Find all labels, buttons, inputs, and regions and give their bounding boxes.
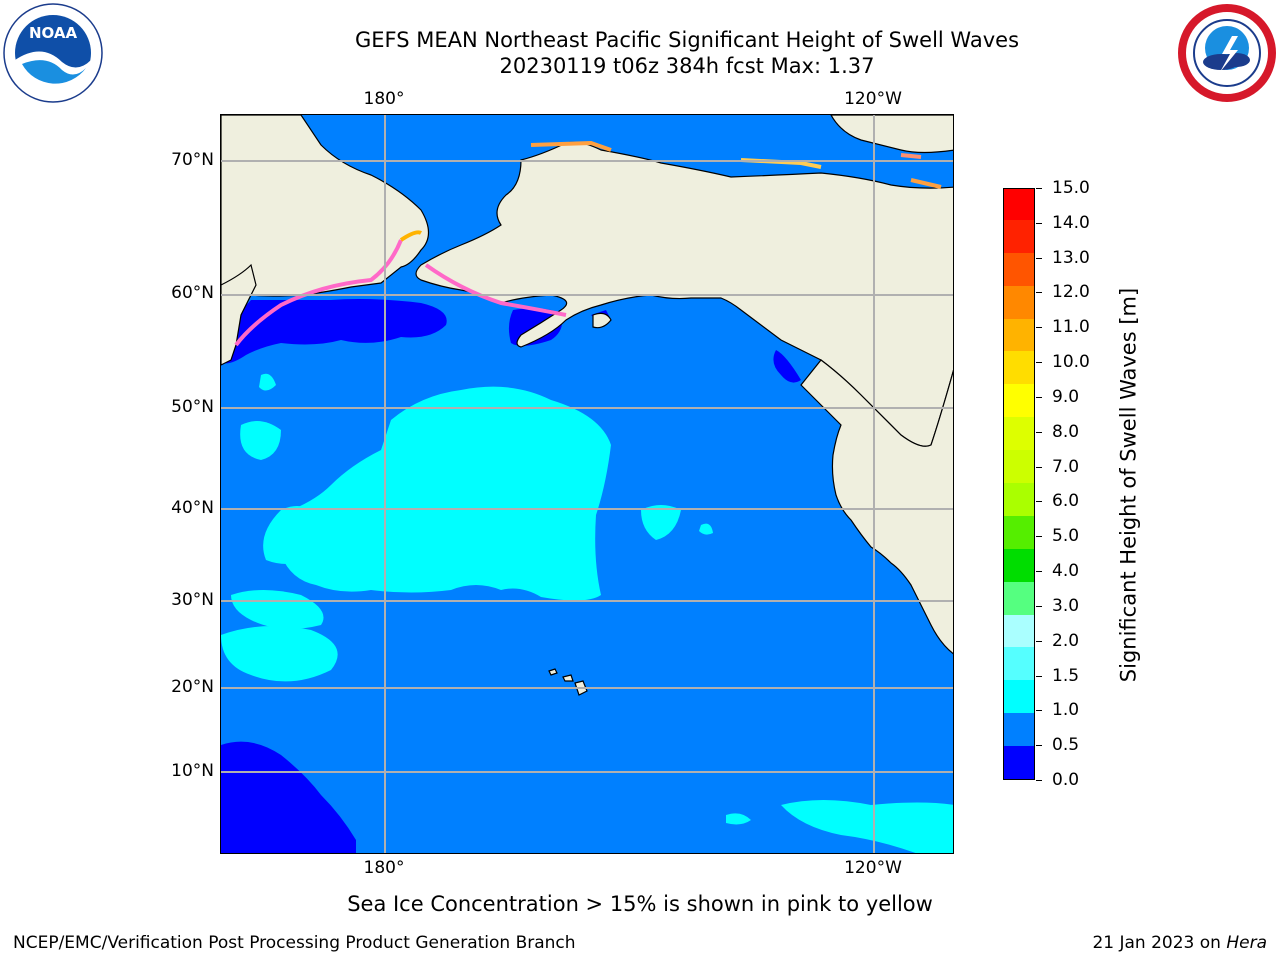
colorbar-tick-mark xyxy=(1036,710,1042,712)
colorbar-segment xyxy=(1004,482,1034,516)
colorbar-tick-mark xyxy=(1036,605,1042,607)
colorbar-tick-label: 9.0 xyxy=(1052,386,1080,407)
colorbar-tick-mark xyxy=(1036,257,1042,259)
colorbar-tick-label: 1.0 xyxy=(1052,700,1080,721)
colorbar-tick-mark xyxy=(1036,396,1042,398)
lat-label-60n: 60°N xyxy=(171,283,214,303)
colorbar-segment xyxy=(1004,350,1034,385)
colorbar-tick-mark xyxy=(1036,362,1042,364)
lat-label-20n: 20°N xyxy=(171,677,214,697)
colorbar-segment xyxy=(1004,712,1034,747)
colorbar-tick-label: 5.0 xyxy=(1052,526,1080,547)
colorbar-tick-label: 4.0 xyxy=(1052,561,1080,582)
colorbar-tick-mark xyxy=(1036,675,1042,677)
colorbar-tick-label: 7.0 xyxy=(1052,456,1080,477)
colorbar-segment xyxy=(1004,383,1034,418)
lat-label-70n: 70°N xyxy=(171,150,214,170)
lat-label-10n: 10°N xyxy=(171,761,214,781)
footer-machine: Hera xyxy=(1226,933,1267,953)
colorbar-tick-label: 12.0 xyxy=(1052,282,1090,303)
sea-ice-edge xyxy=(234,140,942,347)
colorbar-tick-label: 8.0 xyxy=(1052,421,1080,442)
colorbar-segment xyxy=(1004,189,1034,220)
nws-logo xyxy=(1178,4,1276,102)
colorbar-segment xyxy=(1004,745,1034,779)
colorbar-tick-mark xyxy=(1036,745,1042,747)
colorbar-tick-label: 0.0 xyxy=(1052,770,1080,790)
colorbar-tick-mark xyxy=(1036,188,1042,189)
map-graticule xyxy=(221,115,953,853)
sea-ice-note: Sea Ice Concentration > 15% is shown in … xyxy=(347,892,933,916)
colorbar-tick-mark xyxy=(1036,222,1042,224)
colorbar-segment xyxy=(1004,646,1034,681)
colorbar-tick-label: 10.0 xyxy=(1052,352,1090,373)
colorbar-segment xyxy=(1004,252,1034,286)
colorbar-tick-label: 2.0 xyxy=(1052,630,1080,651)
lon-label-bottom-180: 180° xyxy=(363,858,405,878)
colorbar-tick-label: 15.0 xyxy=(1052,178,1090,198)
colorbar-segment xyxy=(1004,416,1034,451)
colorbar-segment xyxy=(1004,679,1034,714)
colorbar-tick-label: 6.0 xyxy=(1052,491,1080,512)
colorbar-segment xyxy=(1004,285,1034,319)
colorbar-tick-label: 14.0 xyxy=(1052,212,1090,233)
colorbar-tick-label: 11.0 xyxy=(1052,317,1090,338)
colorbar-tick-label: 0.5 xyxy=(1052,735,1080,756)
colorbar-segment xyxy=(1004,219,1034,253)
footer-credit: NCEP/EMC/Verification Post Processing Pr… xyxy=(13,933,576,953)
chart-subtitle: 20230119 t06z 384h fcst Max: 1.37 xyxy=(499,54,875,78)
colorbar-tick-mark xyxy=(1036,466,1042,468)
colorbar-segment xyxy=(1004,515,1034,549)
colorbar xyxy=(1003,188,1035,780)
lat-label-40n: 40°N xyxy=(171,498,214,518)
lat-label-50n: 50°N xyxy=(171,397,214,417)
colorbar-segment xyxy=(1004,548,1034,582)
lon-label-top-120w: 120°W xyxy=(844,89,902,109)
lon-label-bottom-120w: 120°W xyxy=(844,858,902,878)
map-panel xyxy=(220,114,954,854)
colorbar-tick-label: 13.0 xyxy=(1052,247,1090,268)
lat-label-30n: 30°N xyxy=(171,590,214,610)
colorbar-tick-mark xyxy=(1036,536,1042,538)
colorbar-tick-mark xyxy=(1036,571,1042,573)
noaa-logo-text: NOAA xyxy=(29,24,78,42)
colorbar-tick-mark xyxy=(1036,640,1042,642)
colorbar-tick-mark xyxy=(1036,327,1042,329)
colorbar-segment xyxy=(1004,318,1034,352)
lon-label-top-180: 180° xyxy=(363,89,405,109)
colorbar-tick-mark xyxy=(1036,292,1042,294)
colorbar-segment xyxy=(1004,581,1034,615)
colorbar-tick-label: 3.0 xyxy=(1052,595,1080,616)
colorbar-title: Significant Height of Swell Waves [m] xyxy=(1116,287,1141,683)
colorbar-segment xyxy=(1004,449,1034,483)
colorbar-segment xyxy=(1004,614,1034,648)
colorbar-tick-label: 1.5 xyxy=(1052,665,1080,686)
footer-date: 21 Jan 2023 on Hera xyxy=(1092,933,1267,953)
noaa-logo: NOAA xyxy=(3,3,103,103)
colorbar-tick-mark xyxy=(1036,780,1042,781)
swell-1-1p5-patches xyxy=(221,373,953,853)
footer-date-text: 21 Jan 2023 on xyxy=(1092,933,1227,953)
colorbar-tick-mark xyxy=(1036,431,1042,433)
map-svg xyxy=(221,115,953,853)
colorbar-tick-mark xyxy=(1036,501,1042,503)
chart-title: GEFS MEAN Northeast Pacific Significant … xyxy=(354,28,1020,52)
